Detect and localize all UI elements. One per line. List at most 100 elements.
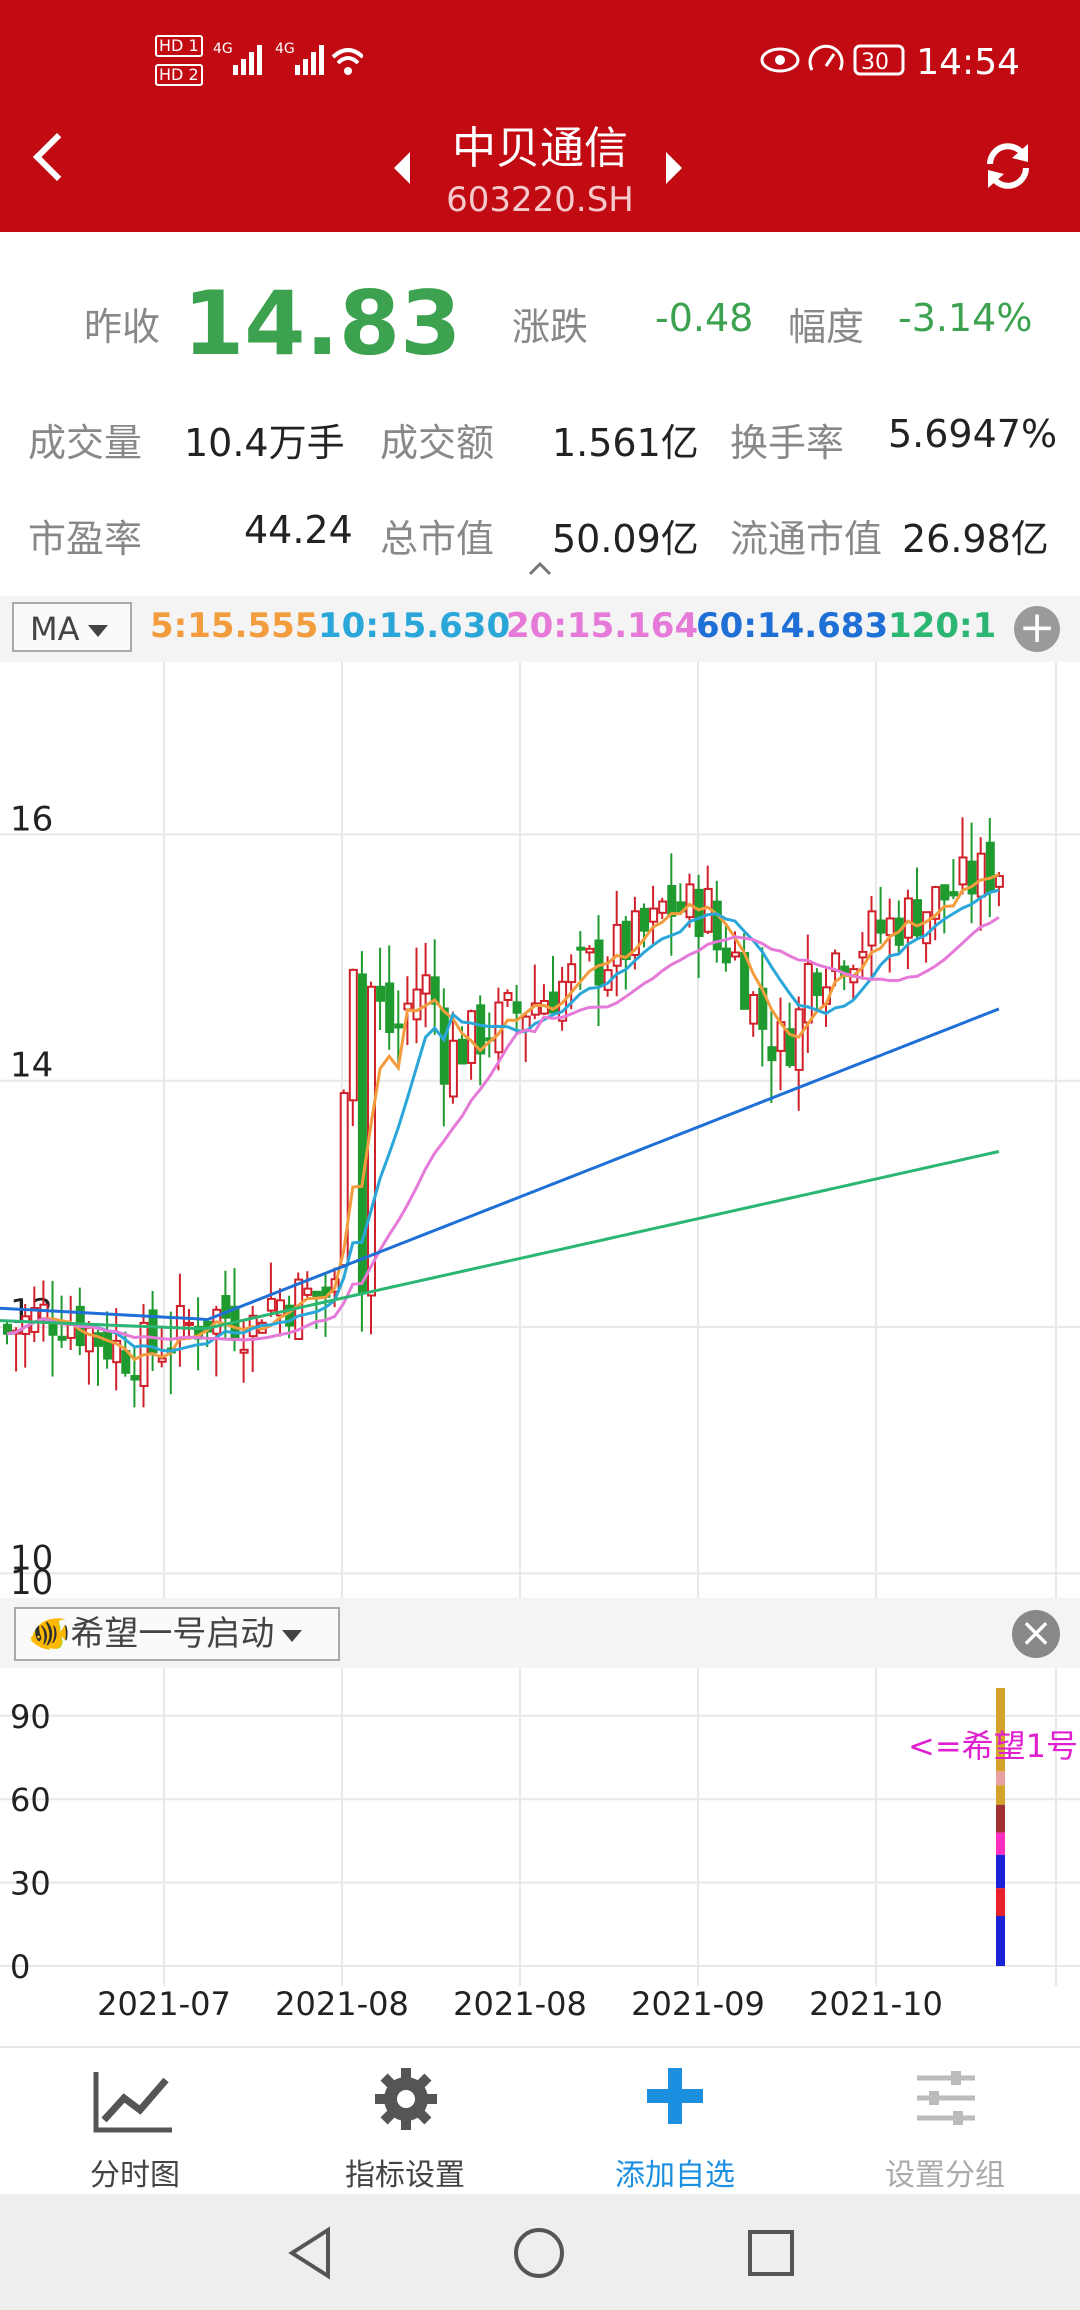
nav-add-watchlist[interactable]: 添加自选 xyxy=(540,2048,810,2196)
candle-body xyxy=(185,1321,194,1326)
y-tick: 14 xyxy=(10,1046,53,1086)
candle-body xyxy=(785,1028,795,1067)
candle-body xyxy=(712,900,722,951)
candle-body xyxy=(239,1348,249,1354)
candle-body xyxy=(985,841,995,893)
candle-body xyxy=(967,860,977,895)
bottom-nav: 分时图 指标设置 添加自选 设置分组 xyxy=(0,2046,1080,2196)
ma20-line xyxy=(6,915,1000,1342)
candle-body xyxy=(876,919,886,934)
candle-body xyxy=(430,976,440,1005)
candle-body xyxy=(685,883,695,919)
candle-body xyxy=(39,1303,49,1322)
kline-chart[interactable]: 1614121010 xyxy=(0,662,1080,1598)
ma-selector-label: MA xyxy=(30,610,80,648)
candle-body xyxy=(503,992,513,1001)
candle-body xyxy=(612,923,622,967)
nav-set-group[interactable]: 设置分组 xyxy=(810,2048,1080,2196)
indicator-chart[interactable]: 90 60 30 0 <=希望1号 xyxy=(0,1668,1080,1986)
status-signal: HD 1 HD 2 4G 4G xyxy=(155,30,364,88)
candle-body xyxy=(448,1039,458,1098)
signal-bar xyxy=(996,1771,1005,1786)
pe-label: 市盈率 xyxy=(28,517,143,561)
candle-body xyxy=(385,982,395,1033)
y-tick: 0 xyxy=(10,1948,30,1986)
candle-body xyxy=(403,1002,413,1011)
y-tick: 10 xyxy=(10,1563,53,1598)
nav-add-watchlist-label: 添加自选 xyxy=(615,2158,735,2193)
candle-body xyxy=(958,856,968,886)
y-tick: 10 xyxy=(10,1538,53,1578)
status-icons-svg: 30 xyxy=(760,44,905,76)
ma5-value: 5:15.555 xyxy=(150,606,319,646)
stock-code: 603220.SH xyxy=(446,180,634,220)
candle-body xyxy=(940,884,950,901)
status-time: 14:54 xyxy=(916,42,1020,83)
candle-body xyxy=(594,939,604,986)
candle-body xyxy=(749,993,759,1025)
ma20-value: 20:15.164 xyxy=(506,606,699,646)
signal-bar xyxy=(996,1804,1005,1833)
ma120-line xyxy=(0,1150,1000,1331)
svg-text:4G: 4G xyxy=(275,41,295,57)
candle-body xyxy=(112,1339,122,1364)
turnover-value: 5.6947% xyxy=(888,412,1058,456)
ma10-line xyxy=(6,888,1000,1353)
close-icon[interactable]: × xyxy=(1012,1610,1060,1658)
candle-body xyxy=(567,963,577,984)
nav-timeshare[interactable]: 分时图 xyxy=(0,2048,270,2196)
candle-body xyxy=(175,1304,185,1341)
nav-set-group-label: 设置分组 xyxy=(885,2158,1005,2193)
ma-selector[interactable]: MA xyxy=(12,602,132,652)
signal-bar xyxy=(996,1688,1005,1744)
mcap-label: 总市值 xyxy=(380,517,495,561)
candle-body xyxy=(439,1007,449,1085)
y-tick: 60 xyxy=(10,1781,51,1819)
nav-indicator-settings[interactable]: 指标设置 xyxy=(270,2048,540,2196)
y-tick: 30 xyxy=(10,1865,51,1903)
candle-body xyxy=(221,1295,231,1319)
collapse-chevron-icon[interactable] xyxy=(526,560,554,578)
candle-body xyxy=(794,1008,804,1071)
prev-stock-icon[interactable] xyxy=(394,152,410,184)
candle-body xyxy=(84,1326,94,1353)
pct-value: -3.14% xyxy=(898,296,1033,340)
x-tick: 2021-08 xyxy=(453,1985,587,2023)
prev-close-value: 14.83 xyxy=(183,272,462,375)
indicator-selector[interactable]: 🐠希望一号启动 xyxy=(14,1607,340,1661)
home-circle-icon[interactable] xyxy=(512,2226,566,2280)
system-nav-bar xyxy=(0,2194,1080,2310)
candle-body xyxy=(931,886,941,920)
candle-body xyxy=(130,1375,140,1381)
candle-body xyxy=(148,1309,158,1354)
signal-bar xyxy=(996,1888,1005,1916)
next-stock-icon[interactable] xyxy=(666,152,682,184)
pe-value: 44.24 xyxy=(244,508,353,552)
fish-icon: 🐠 xyxy=(28,1614,71,1654)
candle-body xyxy=(812,972,822,996)
turnover-label: 换手率 xyxy=(730,421,845,465)
candle-body xyxy=(976,852,986,898)
candle-body xyxy=(621,920,631,961)
candle-body xyxy=(412,988,422,1021)
chevron-down-icon xyxy=(282,1629,303,1642)
mcap-value: 50.09亿 xyxy=(552,517,699,561)
svg-text:4G: 4G xyxy=(213,41,233,57)
back-triangle-icon[interactable] xyxy=(286,2226,334,2280)
candle-body xyxy=(694,888,704,937)
nav-timeshare-label: 分时图 xyxy=(90,2158,180,2193)
sim1-badge: HD 1 xyxy=(155,35,203,57)
recents-square-icon[interactable] xyxy=(746,2228,796,2278)
refresh-icon[interactable] xyxy=(982,140,1034,192)
x-tick: 2021-09 xyxy=(631,1985,765,2023)
stock-name: 中贝通信 xyxy=(452,123,628,174)
candle-body xyxy=(731,951,740,958)
candle-body xyxy=(476,1004,486,1055)
float-value: 26.98亿 xyxy=(902,517,1049,561)
candle-body xyxy=(66,1323,76,1339)
candle-body xyxy=(803,963,813,1024)
signal-bar xyxy=(996,1854,1005,1889)
add-indicator-icon[interactable]: + xyxy=(1014,606,1060,652)
candle-body xyxy=(658,900,668,914)
ma-bar xyxy=(0,596,1080,662)
